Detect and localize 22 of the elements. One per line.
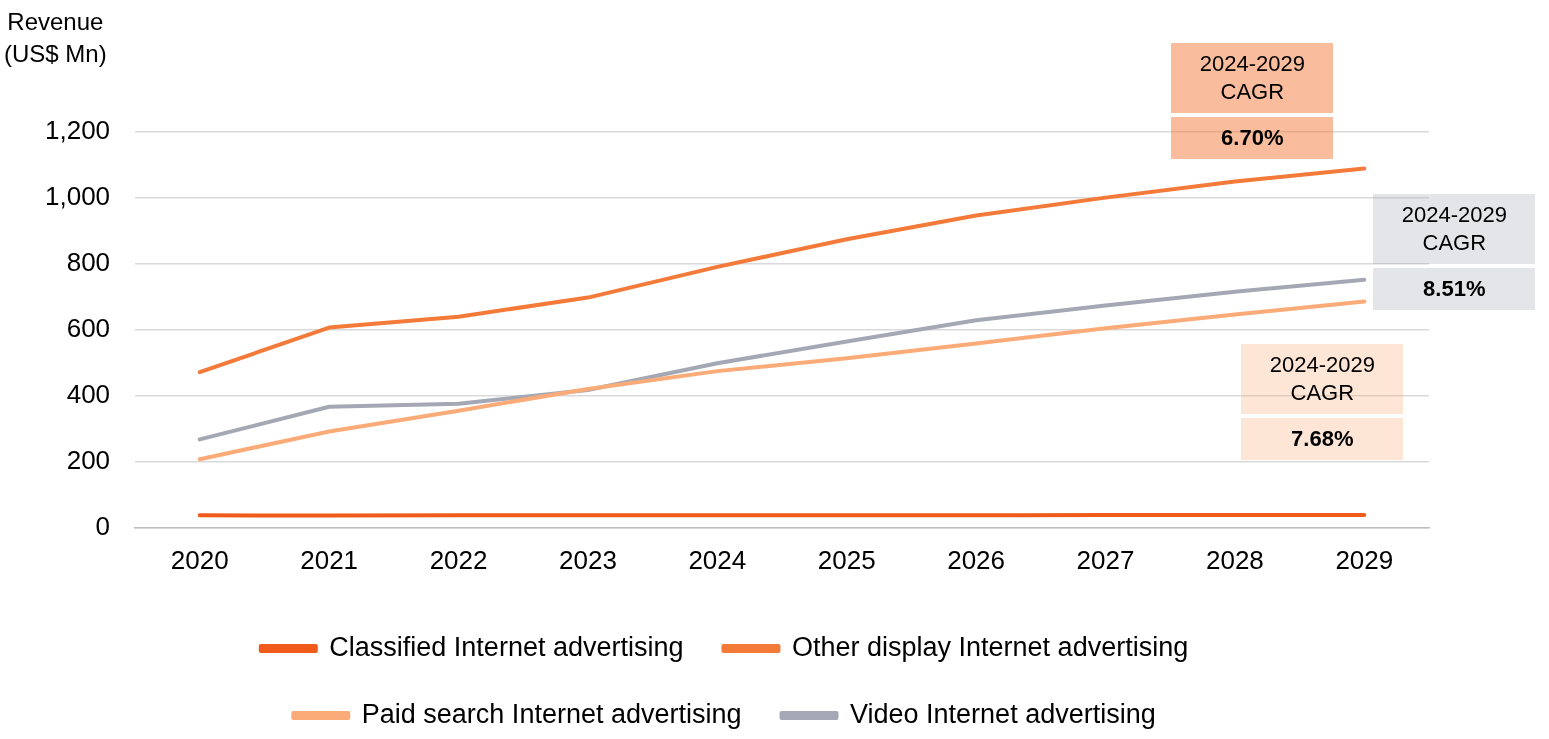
legend-label: Video Internet advertising [850,698,1156,729]
x-tick-label: 2027 [1076,544,1135,575]
legend-label: Classified Internet advertising [329,631,684,662]
y-tick-label: 800 [66,247,111,278]
y-tick-label: 0 [95,510,111,541]
legend-label: Other display Internet advertising [791,631,1189,662]
legend-label: Paid search Internet advertising [361,698,742,729]
x-tick-label: 2029 [1335,544,1394,575]
y-tick-label: 600 [66,313,111,344]
y-tick-label: 1,000 [44,181,111,212]
x-tick-label: 2020 [170,544,229,575]
y-tick-label: 200 [66,445,111,476]
x-tick-label: 2023 [559,544,617,575]
y-tick-label: 1,200 [44,115,111,146]
x-tick-label: 2025 [817,544,876,575]
x-tick-label: 2026 [947,544,1006,575]
y-tick-label: 400 [66,379,111,410]
x-tick-label: 2024 [688,544,747,575]
y-axis-title: Revenue (US$ Mn) [4,7,107,69]
x-tick-label: 2021 [300,544,359,575]
x-tick-label: 2022 [429,544,488,575]
x-tick-label: 2028 [1205,544,1264,575]
